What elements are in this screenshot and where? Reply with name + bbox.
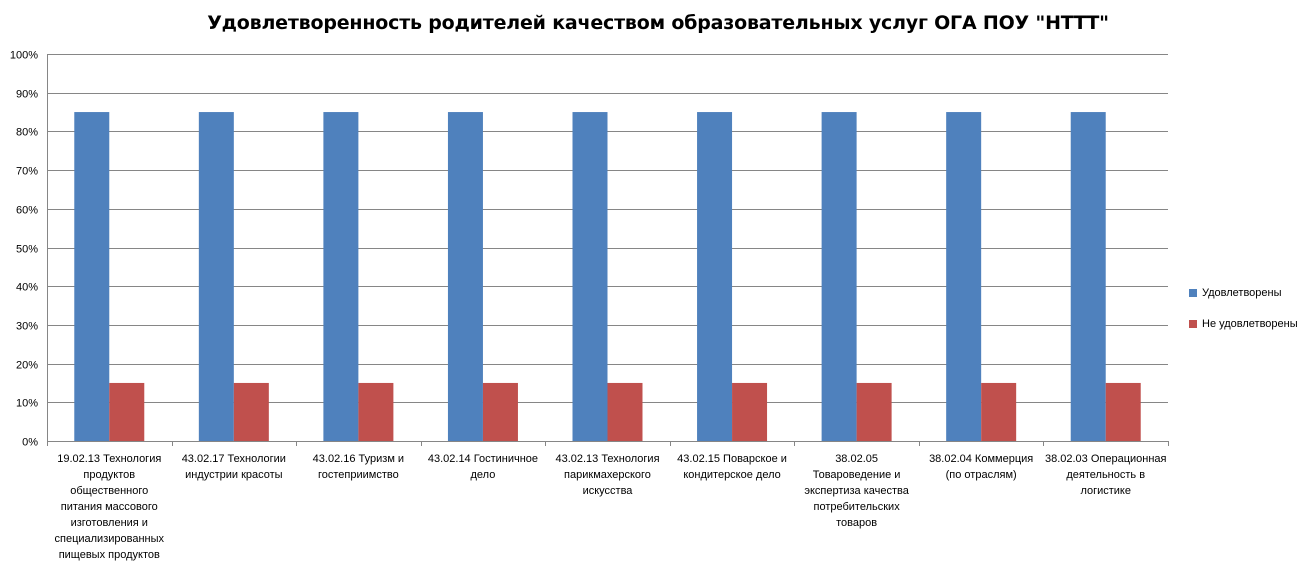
bar-satisfied: [697, 112, 733, 442]
x-category-label: 43.02.14 Гостиничное дело: [427, 453, 539, 481]
y-tick-label: 20%: [16, 360, 38, 372]
bar-not-satisfied: [358, 382, 394, 441]
bar-satisfied: [572, 112, 608, 442]
y-tick-label: 70%: [16, 166, 38, 178]
bar-satisfied: [74, 112, 110, 442]
x-category-label: 38.02.04 Коммерция (по отраслям): [929, 453, 1034, 481]
bar-not-satisfied: [233, 382, 269, 441]
bar-not-satisfied: [1105, 382, 1141, 441]
bar-not-satisfied: [109, 382, 145, 441]
bar-satisfied: [946, 112, 982, 442]
bar-not-satisfied: [732, 382, 768, 441]
y-tick-label: 30%: [16, 321, 38, 333]
y-tick-label: 0%: [22, 437, 38, 449]
x-category-label: 43.02.13 Технология парикмахерского иску…: [555, 453, 660, 497]
bar-not-satisfied: [607, 382, 643, 441]
bar-satisfied: [198, 112, 234, 442]
x-category-label: 43.02.16 Туризм и гостеприимство: [312, 453, 405, 481]
bar-not-satisfied: [856, 382, 892, 441]
y-tick-label: 40%: [16, 282, 38, 294]
x-category-label: 43.02.15 Поварское и кондитерское дело: [677, 453, 787, 481]
bar-not-satisfied: [482, 382, 518, 441]
legend-item-not-satisfied: Не удовлетворены: [1189, 316, 1298, 332]
legend: Удовлетворены Не удовлетворены: [1189, 285, 1298, 347]
x-category-label: 38.02.05 Товароведение и экспертиза каче…: [804, 453, 909, 529]
y-tick-label: 100%: [10, 50, 38, 62]
bar-satisfied: [1070, 112, 1106, 442]
bar-not-satisfied: [981, 382, 1017, 441]
y-tick-label: 50%: [16, 244, 38, 256]
y-tick-label: 80%: [16, 127, 38, 139]
y-tick-label: 10%: [16, 398, 38, 410]
x-category-label: 19.02.13 Технология продуктов общественн…: [54, 453, 165, 561]
bar-satisfied: [821, 112, 857, 442]
legend-label-not-satisfied: Не удовлетворены: [1202, 318, 1298, 330]
bar-satisfied: [447, 112, 483, 442]
x-category-label: 43.02.17 Технологии индустрии красоты: [181, 453, 286, 481]
legend-item-satisfied: Удовлетворены: [1189, 285, 1298, 301]
legend-swatch-satisfied: [1189, 289, 1197, 297]
chart-title: Удовлетворенность родителей качеством об…: [207, 12, 1109, 34]
legend-swatch-not-satisfied: [1189, 320, 1197, 328]
y-tick-label: 60%: [16, 205, 38, 217]
y-tick-label: 90%: [16, 89, 38, 101]
legend-label-satisfied: Удовлетворены: [1202, 287, 1282, 299]
x-category-label: 38.02.03 Операционная деятельность в лог…: [1044, 453, 1167, 497]
bar-satisfied: [323, 112, 359, 442]
